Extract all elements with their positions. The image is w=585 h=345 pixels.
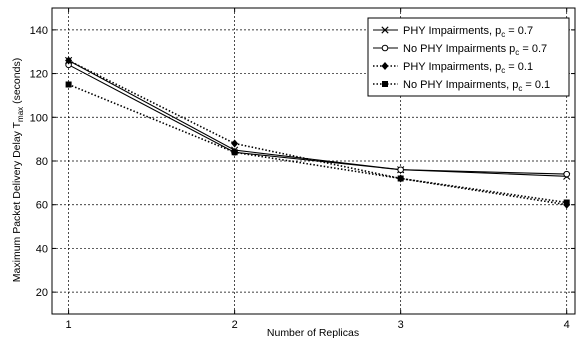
legend-item: No PHY Impairments pc = 0.7	[373, 43, 547, 57]
tick-labels: 20 40 60 80 100 120 140 1 2 3 4	[30, 25, 570, 331]
legend-marker	[382, 81, 388, 87]
data-point	[231, 139, 239, 148]
x-tick-label: 4	[564, 319, 570, 331]
legend-label-suffix: = 0.7	[505, 25, 533, 37]
legend-item: No PHY Impairments, pc = 0.1	[373, 79, 550, 93]
series-line	[68, 59, 567, 206]
legend-label: PHY Impairments, pc = 0.7	[403, 25, 533, 39]
legend-label-suffix: = 0.1	[522, 79, 550, 91]
legend-item: PHY Impairments, pc = 0.7	[373, 25, 533, 39]
data-point	[397, 175, 404, 182]
legend-marker	[381, 26, 389, 34]
x-axis-label: Number of Replicas	[267, 327, 359, 339]
y-tick-label: 40	[36, 243, 48, 255]
series-line	[68, 83, 567, 204]
plot-frame	[51, 7, 576, 315]
legend-label: No PHY Impairments, pc = 0.1	[403, 79, 550, 93]
legend-label-subscript: c	[501, 30, 505, 39]
grid	[52, 8, 575, 314]
data-point	[65, 81, 72, 88]
y-axis-label-main: Maximum Packet Delivery Delay T	[11, 121, 23, 282]
y-tick-label: 100	[30, 112, 48, 124]
data-point	[65, 56, 73, 65]
y-axis-label-unit: (seconds)	[11, 58, 23, 107]
y-tick-label: 80	[36, 156, 48, 168]
legend-label-main: PHY Impairments, p	[403, 25, 501, 37]
y-axis-label-subscript: max	[16, 107, 25, 122]
series-layer	[65, 56, 571, 209]
y-tick-label: 60	[36, 200, 48, 212]
legend-marker	[381, 62, 389, 70]
data-point	[397, 166, 404, 174]
x-tick-label: 3	[398, 319, 404, 331]
legend: PHY Impairments, pc = 0.7No PHY Impairme…	[367, 17, 570, 97]
legend-label: PHY Impairments, pc = 0.1	[403, 61, 533, 75]
legend-label: No PHY Impairments pc = 0.7	[403, 43, 547, 57]
legend-marker	[381, 44, 389, 52]
x-tick-label: 2	[232, 319, 238, 331]
legend-label-suffix: = 0.7	[519, 43, 547, 55]
legend-label-subscript: c	[518, 84, 522, 93]
series-line	[68, 60, 567, 177]
legend-label-main: No PHY Impairments, p	[403, 79, 518, 91]
legend-item: PHY Impairments, pc = 0.1	[373, 61, 533, 75]
x-tick-label: 1	[66, 319, 72, 331]
y-tick-label: 20	[36, 287, 48, 299]
legend-label-subscript: c	[501, 66, 505, 75]
legend-box	[367, 17, 570, 97]
legend-label-suffix: = 0.1	[505, 61, 533, 73]
data-point	[563, 199, 570, 206]
y-tick-label: 140	[30, 25, 48, 37]
legend-label-main: No PHY Impairments p	[403, 43, 515, 55]
data-point	[231, 149, 238, 156]
series-4	[65, 81, 570, 206]
data-point	[563, 170, 570, 178]
legend-label-main: PHY Impairments, p	[403, 61, 501, 73]
y-tick-label: 120	[30, 69, 48, 81]
legend-label-subscript: c	[515, 48, 519, 57]
y-axis-label: Maximum Packet Delivery Delay Tmax (seco…	[11, 58, 25, 282]
